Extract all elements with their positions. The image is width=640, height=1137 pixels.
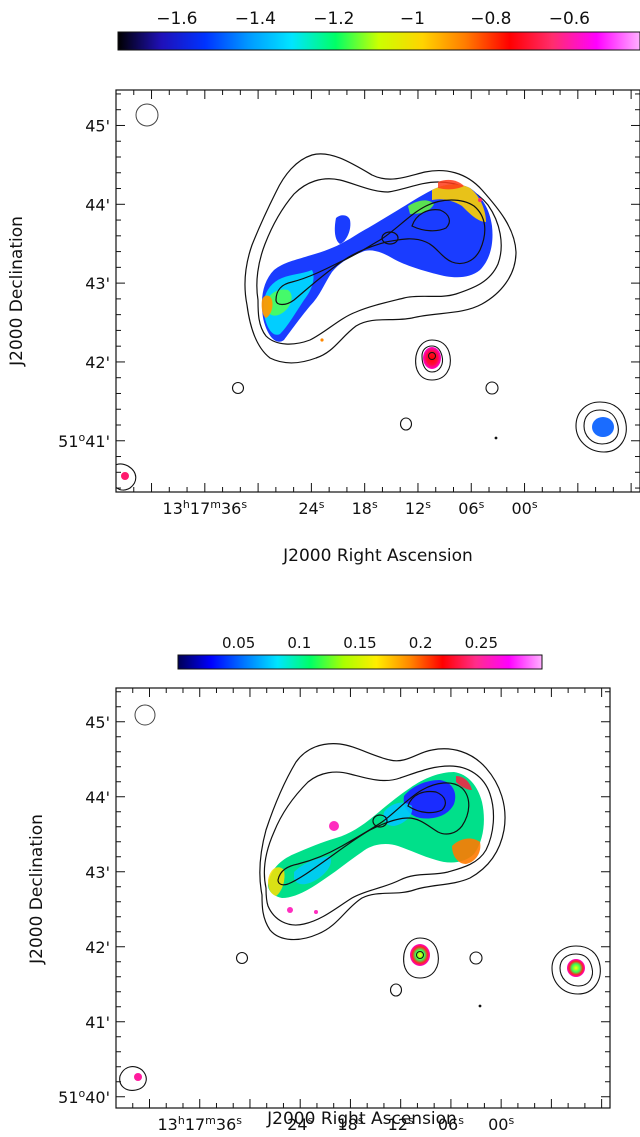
colorbar-tick-label: −1	[400, 9, 425, 29]
colorbar-tick-label: 0.25	[465, 634, 498, 652]
beam-circle	[136, 104, 158, 126]
noise-dot	[287, 907, 293, 913]
y-tick-label: 51o41'	[58, 430, 110, 451]
compact-source-corner	[120, 1067, 147, 1091]
colorbar-tick-label: −1.6	[156, 9, 197, 29]
colorbar-tick-label: −1.4	[235, 9, 276, 29]
y-tick-label: 45'	[85, 713, 110, 732]
contour-small	[233, 383, 244, 394]
x-tick-label: 06s	[458, 498, 484, 519]
colorbar-tick-label: −1.2	[313, 9, 354, 29]
colorbar	[118, 32, 640, 50]
y-tick-labels: 51o41' 42' 43' 44' 45'	[58, 116, 110, 450]
contour-small	[486, 382, 498, 394]
y-tick-label: 45'	[85, 116, 110, 135]
colorbar-tick-label: −0.6	[549, 9, 590, 29]
noise-dot	[478, 198, 482, 202]
y-tick-label: 41'	[85, 1013, 110, 1032]
map-area	[110, 154, 626, 490]
y-tick-label: 44'	[85, 788, 110, 807]
noise-dot	[479, 1005, 482, 1008]
x-axis-label: J2000 Right Ascension	[266, 1109, 457, 1129]
x-tick-label: 13h17m36s	[157, 1114, 242, 1134]
error-figure: 0.05 0.1 0.15 0.2 0.25	[0, 600, 640, 1133]
colorbar-tick-label: 0.1	[287, 634, 311, 652]
colorbar-tick-label: 0.05	[222, 634, 255, 652]
map-frame	[116, 90, 640, 492]
colorbar-tick-label: 0.2	[409, 634, 433, 652]
colorbar	[178, 655, 542, 669]
compact-source-center	[416, 340, 451, 380]
y-tick-label: 42'	[85, 938, 110, 957]
x-tick-label: 00s	[511, 498, 537, 519]
y-tick-labels: 51o40' 41' 42' 43' 44' 45'	[58, 713, 110, 1107]
y-tick-label: 43'	[85, 863, 110, 882]
noise-dot	[495, 437, 498, 440]
x-tick-label: 13h17m36s	[163, 498, 248, 519]
colorbar-ticks: −1.6 −1.4 −1.2 −1 −0.8 −0.6	[156, 9, 590, 29]
spectral-index-panel: −1.6 −1.4 −1.2 −1 −0.8 −0.6	[0, 0, 640, 570]
y-tick-label: 43'	[85, 274, 110, 293]
compact-source-right	[552, 946, 600, 994]
y-axis-label: J2000 Declination	[7, 216, 27, 367]
contour-small	[401, 418, 412, 430]
contour-small	[237, 953, 248, 964]
x-tick-label: 00s	[488, 1114, 514, 1134]
axis-ticks	[116, 90, 640, 492]
x-tick-label: 12s	[405, 498, 431, 519]
colorbar-tick-label: 0.15	[343, 634, 376, 652]
beam-circle	[135, 705, 155, 725]
colorbar-ticks: 0.05 0.1 0.15 0.2 0.25	[222, 634, 498, 652]
y-tick-label: 42'	[85, 353, 110, 372]
contour-small	[391, 984, 402, 996]
compact-source-center	[404, 938, 439, 978]
y-tick-label: 51o40'	[58, 1086, 110, 1107]
noise-dot	[329, 821, 339, 831]
x-tick-label: 24s	[298, 498, 324, 519]
x-tick-label: 18s	[352, 498, 378, 519]
compact-source-right	[576, 402, 626, 452]
spectral-index-figure: −1.6 −1.4 −1.2 −1 −0.8 −0.6	[0, 0, 640, 570]
map-area	[120, 744, 601, 1091]
colorbar-tick-label: −0.8	[470, 9, 511, 29]
y-axis-label: J2000 Declination	[27, 814, 47, 965]
x-axis-label: J2000 Right Ascension	[282, 546, 473, 566]
spectral-region-plume	[335, 215, 351, 244]
spectral-index-error-panel: 0.05 0.1 0.15 0.2 0.25	[0, 600, 640, 1133]
noise-dot	[314, 910, 318, 914]
y-tick-label: 44'	[85, 195, 110, 214]
noise-dot	[320, 338, 323, 341]
x-tick-labels: 13h17m36s 24s 18s 12s 06s 00s	[163, 498, 538, 519]
contour-small	[470, 952, 482, 964]
compact-source-corner	[110, 464, 136, 490]
